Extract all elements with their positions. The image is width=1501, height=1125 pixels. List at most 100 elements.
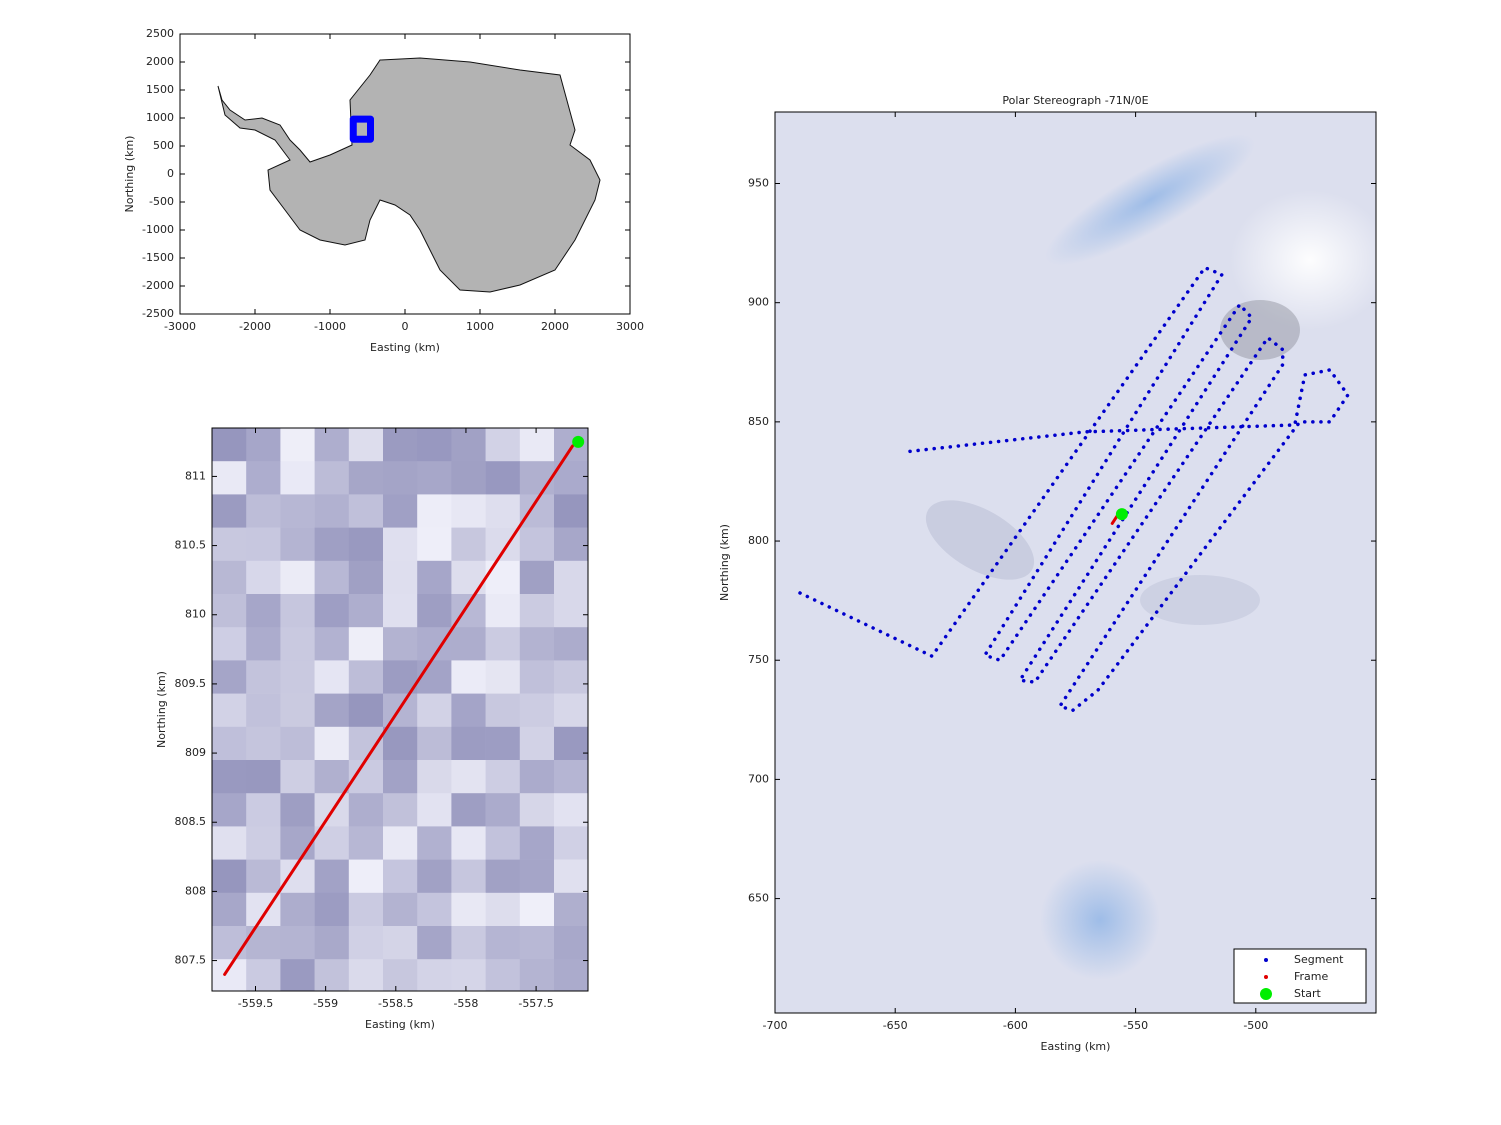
image-pixel <box>451 760 486 794</box>
image-pixel <box>212 760 247 794</box>
image-pixel <box>417 926 452 960</box>
image-pixel <box>383 859 418 894</box>
image-pixel <box>554 660 588 694</box>
image-pixel <box>246 859 281 894</box>
image-pixel <box>417 859 452 894</box>
image-pixel <box>417 793 452 827</box>
image-pixel <box>314 726 350 761</box>
y-tick-label: 0 <box>167 167 174 180</box>
image-pixel <box>485 959 521 991</box>
image-pixel <box>314 560 350 595</box>
image-pixel <box>348 494 384 528</box>
image-pixel <box>451 959 486 991</box>
image-pixel <box>280 461 315 495</box>
image-pixel <box>485 826 521 860</box>
image-pixel <box>212 660 247 694</box>
image-pixel <box>280 760 315 794</box>
image-pixel <box>280 560 315 595</box>
satellite-background <box>775 112 1376 1013</box>
image-pixel <box>554 826 588 860</box>
image-pixel <box>348 693 384 728</box>
image-pixel <box>554 892 588 927</box>
y-tick-label: -1000 <box>142 223 174 236</box>
x-tick-label: 0 <box>402 320 409 333</box>
image-pixel <box>212 959 247 991</box>
image-pixel <box>246 793 281 827</box>
image-pixel <box>348 826 384 860</box>
image-pixel <box>246 494 281 528</box>
image-pixel <box>212 594 247 628</box>
y-tick-label: 2500 <box>146 27 174 40</box>
image-pixel <box>485 660 521 694</box>
image-pixel <box>485 726 521 761</box>
x-axis-label: Easting (km) <box>1041 1040 1111 1053</box>
image-pixel <box>554 760 588 794</box>
x-tick-label: -3000 <box>164 320 196 333</box>
image-pixel <box>554 494 588 528</box>
image-pixel <box>451 892 486 927</box>
image-pixel <box>280 926 315 960</box>
image-pixel <box>280 693 315 728</box>
y-tick-label: 750 <box>748 653 769 666</box>
image-pixel <box>348 461 384 495</box>
image-pixel <box>280 494 315 528</box>
image-pixel <box>212 859 247 894</box>
image-pixel <box>348 527 384 562</box>
image-pixel <box>451 726 486 761</box>
image-pixel <box>348 793 384 827</box>
image-pixel <box>519 527 555 562</box>
image-pixel <box>451 826 486 860</box>
image-pixel <box>554 859 588 894</box>
image-pixel <box>212 527 247 562</box>
image-pixel <box>280 527 315 562</box>
segment-track <box>798 265 1350 713</box>
image-pixel <box>554 926 588 960</box>
image-pixel <box>417 726 452 761</box>
y-axis-label: Northing (km) <box>718 524 731 601</box>
image-pixel <box>485 461 521 495</box>
image-pixel <box>451 494 486 528</box>
image-pixel <box>246 660 281 694</box>
image-pixel <box>212 892 247 927</box>
image-pixel <box>554 594 588 628</box>
image-pixel <box>280 660 315 694</box>
image-pixel <box>485 594 521 628</box>
image-pixel <box>554 793 588 827</box>
image-pixel <box>485 793 521 827</box>
image-pixel <box>554 560 588 595</box>
image-pixel <box>246 428 281 462</box>
image-pixel <box>451 859 486 894</box>
image-pixel <box>383 826 418 860</box>
image-pixel <box>417 428 452 462</box>
image-pixel <box>485 892 521 927</box>
y-tick-label: 807.5 <box>175 954 207 967</box>
image-pixel <box>314 461 350 495</box>
image-pixel <box>383 594 418 628</box>
image-pixel <box>314 627 350 661</box>
image-pixel <box>519 892 555 927</box>
x-tick-label: 2000 <box>541 320 569 333</box>
x-tick-label: -559 <box>313 997 338 1010</box>
image-pixel <box>519 693 555 728</box>
image-pixel <box>348 594 384 628</box>
image-pixel <box>280 959 315 991</box>
x-tick-label: 1000 <box>466 320 494 333</box>
image-pixel <box>383 527 418 562</box>
chart-title: Polar Stereograph -71N/0E <box>1002 94 1148 107</box>
image-pixel <box>383 892 418 927</box>
y-tick-label: 700 <box>748 772 769 785</box>
image-pixel <box>246 726 281 761</box>
image-pixel <box>383 793 418 827</box>
x-tick-label: -2000 <box>239 320 271 333</box>
y-tick-label: 808.5 <box>175 815 207 828</box>
x-tick-label: -558 <box>453 997 478 1010</box>
image-pixel <box>246 594 281 628</box>
image-pixel <box>485 428 521 462</box>
plot-layer <box>349 115 374 143</box>
image-pixel <box>280 892 315 927</box>
y-tick-label: 809.5 <box>175 677 207 690</box>
image-pixel <box>212 826 247 860</box>
x-tick-label: -1000 <box>314 320 346 333</box>
y-tick-label: 1500 <box>146 83 174 96</box>
y-tick-label: 650 <box>748 892 769 905</box>
